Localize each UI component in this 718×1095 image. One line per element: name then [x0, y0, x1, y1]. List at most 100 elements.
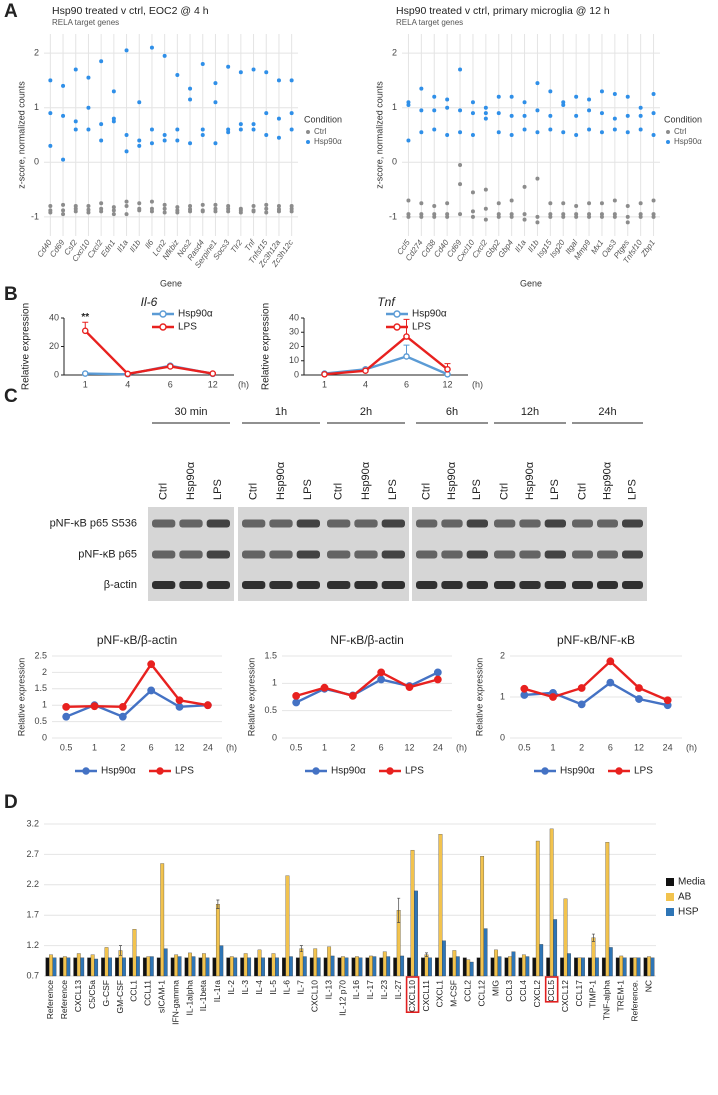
legend-marker — [541, 767, 549, 775]
x-tick-label: GM-CSF — [115, 980, 125, 1014]
series-line — [524, 659, 669, 702]
bar — [368, 955, 373, 977]
blot-band — [597, 519, 618, 528]
blot-band — [466, 519, 488, 528]
bar — [229, 956, 234, 977]
dot — [522, 184, 527, 189]
y-axis-label: Relative expression — [261, 303, 272, 390]
dot — [445, 214, 450, 219]
dot — [432, 127, 437, 132]
marker — [577, 684, 586, 692]
dot — [137, 138, 142, 143]
legend-label: HSP — [678, 907, 699, 918]
x-tick-label: 12 — [404, 742, 414, 752]
time-label: 24h — [598, 406, 616, 418]
dot — [599, 201, 604, 206]
x-axis-label: Gene — [520, 278, 542, 288]
bar — [344, 957, 349, 977]
dot — [48, 111, 53, 116]
dot — [625, 94, 630, 99]
dot — [61, 113, 66, 118]
bar — [149, 956, 154, 977]
dot — [238, 122, 243, 127]
bar — [490, 957, 495, 977]
dot — [264, 133, 269, 137]
dot — [470, 209, 475, 214]
marker — [377, 668, 386, 677]
blot-band — [152, 519, 176, 528]
legend-label: LPS — [405, 766, 424, 777]
bar — [480, 856, 485, 977]
bar — [608, 947, 613, 977]
y-tick-label: 1.5 — [264, 650, 277, 660]
dot — [625, 130, 630, 135]
dot — [599, 130, 604, 135]
dot — [587, 127, 592, 132]
x-tick-label: 12 — [174, 742, 184, 752]
blot-band — [152, 550, 176, 559]
bar — [90, 954, 95, 977]
marker — [209, 370, 217, 377]
blot-band — [152, 581, 176, 589]
dot — [509, 133, 514, 137]
bar — [104, 947, 109, 977]
dot — [445, 105, 450, 110]
bar — [163, 948, 168, 977]
dot — [458, 67, 463, 72]
blot-band — [441, 519, 463, 528]
panel-label: A — [4, 1, 18, 22]
dot — [162, 206, 167, 211]
dot — [124, 199, 129, 204]
bar — [421, 957, 425, 977]
bar — [393, 957, 398, 977]
lane-label: Hsp90α — [275, 461, 287, 500]
dot — [238, 210, 243, 215]
x-tick-label: G-CSF — [101, 980, 111, 1006]
blot-band — [296, 581, 320, 589]
lane-label: Ctrl — [248, 483, 260, 500]
blot-band — [269, 581, 293, 589]
dot — [496, 130, 501, 135]
dot — [61, 202, 66, 207]
x-tick-label: IL-5 — [268, 980, 278, 995]
dot — [200, 133, 205, 137]
blot-band — [206, 581, 230, 589]
bar — [476, 957, 481, 977]
y-tick-label: 40 — [49, 312, 59, 322]
dot — [535, 220, 540, 225]
blot-band — [441, 581, 463, 589]
dot — [509, 198, 514, 203]
marker — [147, 686, 156, 695]
marker — [405, 683, 414, 692]
dot — [458, 163, 463, 168]
x-tick-label: 12 — [634, 742, 644, 752]
series-line — [524, 681, 668, 707]
dot — [264, 202, 269, 207]
bar — [650, 957, 655, 977]
bar — [435, 957, 439, 977]
y-axis-label: Relative expression — [474, 658, 484, 737]
x-tick-label: CCL4 — [518, 980, 528, 1002]
blot-band — [572, 550, 593, 559]
x-tick-label: 0.5 — [518, 742, 531, 752]
x-tick-label: CCL3 — [504, 980, 514, 1002]
bar — [647, 956, 651, 977]
bar — [285, 875, 290, 977]
dot — [86, 105, 91, 110]
dot — [406, 102, 411, 107]
marker — [62, 712, 71, 721]
blot-band — [206, 550, 230, 559]
y-tick-label: 0.7 — [26, 970, 39, 980]
blot-band — [544, 519, 566, 528]
bar — [257, 949, 262, 977]
legend-label: LPS — [412, 322, 431, 333]
plot-area — [44, 34, 298, 236]
bar — [643, 957, 648, 977]
bar — [382, 951, 387, 977]
x-tick-label: 0.5 — [60, 742, 73, 752]
y-axis-label: Relative expression — [246, 658, 256, 737]
blot-band — [519, 519, 541, 528]
blot-band — [327, 519, 351, 528]
x-tick-label: IL-16 — [351, 980, 361, 1000]
legend-swatch — [666, 893, 674, 901]
